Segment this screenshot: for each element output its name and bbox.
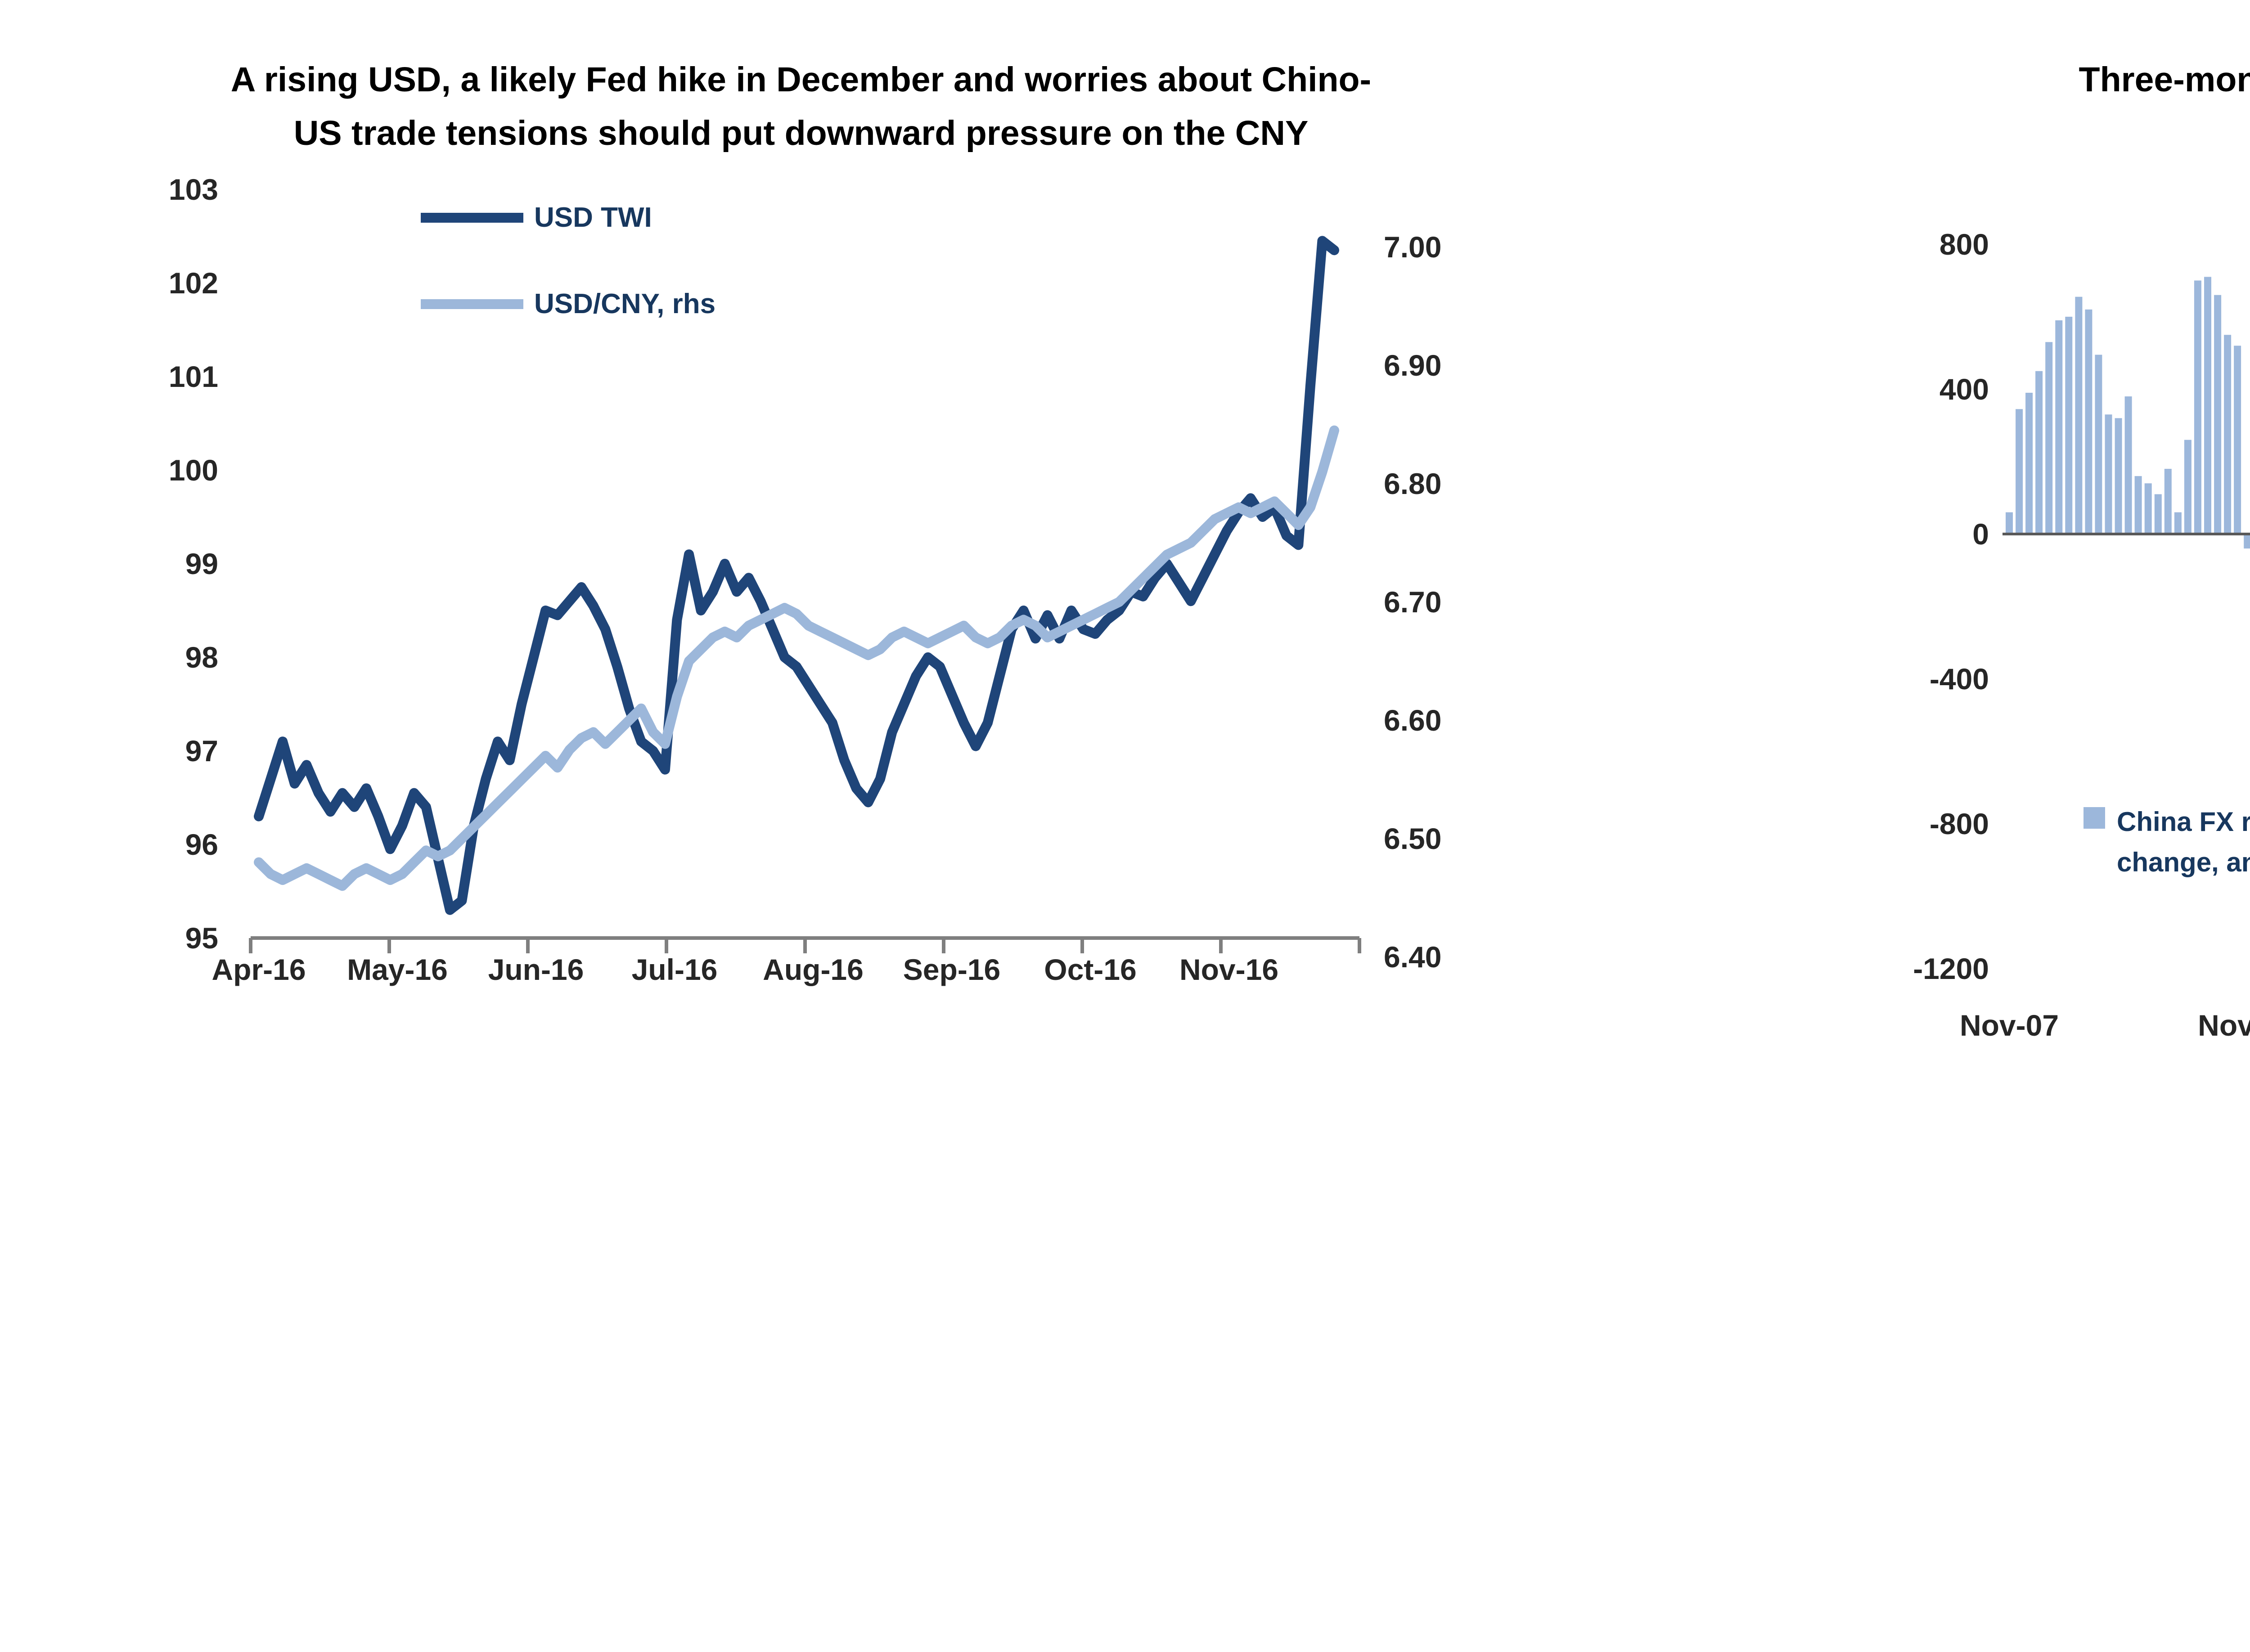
bar: [2095, 355, 2102, 534]
bar: [2124, 396, 2132, 534]
bar: [2025, 393, 2033, 534]
bar: [2115, 418, 2122, 534]
left-y-axis-label: 100: [169, 453, 218, 487]
left-y-axis-label: 101: [169, 360, 218, 393]
left-x-axis-label: Jun-16: [488, 953, 584, 986]
left-x-axis-label: Oct-16: [1044, 953, 1136, 986]
left-x-axis-label: May-16: [347, 953, 448, 986]
left-y-axis-label: 97: [185, 734, 218, 768]
right-chart-y-axis-label: 400: [1940, 373, 1989, 406]
left-x-axis-label: Sep-16: [903, 953, 1000, 986]
left-x-axis-label: Apr-16: [212, 953, 306, 986]
bar: [2016, 409, 2023, 534]
left-chart-title-line2: US trade tensions should put downward pr…: [293, 114, 1309, 153]
bar: [2045, 342, 2053, 534]
usd-twi-legend-label: USD TWI: [534, 202, 652, 233]
right-y-axis-label: 6.60: [1384, 704, 1441, 737]
usd-cny-legend-label: USD/CNY, rhs: [534, 288, 716, 319]
legend-item-fx-reserves: China FX reserves, USD bn, 3m change, an…: [2084, 802, 2250, 883]
right-chart-title-line1: Three-month annualized Chinese FX reserv…: [2079, 60, 2250, 99]
bar: [2194, 280, 2201, 534]
right-y-axis-label: 6.40: [1384, 940, 1441, 974]
line-usd-twi: [254, 236, 1339, 915]
bar: [2154, 494, 2162, 534]
left-x-axis-label: Nov-16: [1179, 953, 1278, 986]
bar: [2144, 483, 2152, 534]
bar: [2214, 295, 2222, 534]
right-chart-x-axis-label: Nov-07: [1960, 1009, 2059, 1042]
bar: [2164, 469, 2172, 534]
left-chart-title: A rising USD, a likely Fed hike in Decem…: [18, 53, 1584, 161]
left-y-axis-label: 103: [169, 173, 218, 206]
usd-cny-line-swatch: [421, 299, 523, 309]
bar: [2224, 335, 2232, 534]
bar: [2184, 440, 2192, 534]
bar: [2244, 534, 2250, 549]
right-y-axis-label: 6.70: [1384, 585, 1441, 619]
bar: [2065, 317, 2073, 534]
left-chart-title-line1: A rising USD, a likely Fed hike in Decem…: [230, 60, 1372, 99]
left-y-axis-label: 102: [169, 266, 218, 300]
left-x-axis-label: Aug-16: [763, 953, 864, 986]
bar: [2105, 414, 2112, 534]
legend-item-usd-cny: USD/CNY, rhs: [421, 288, 716, 320]
legend-item-usd-twi: USD TWI: [421, 202, 652, 233]
right-y-axis-label: 7.00: [1384, 230, 1441, 264]
right-y-axis-label: 6.80: [1384, 467, 1441, 500]
right-chart-title: Three-month annualized Chinese FX reserv…: [1863, 53, 2250, 161]
right-chart-y-axis-label: -800: [1930, 807, 1989, 840]
right-y-axis-label: 6.50: [1384, 822, 1441, 855]
left-y-axis-label: 95: [185, 921, 218, 955]
fx-reserves-bar-swatch: [2084, 807, 2105, 829]
right-chart-y-axis-label: -400: [1930, 662, 1989, 696]
left-y-axis-label: 98: [185, 641, 218, 674]
bar: [2204, 277, 2211, 534]
bar: [2134, 476, 2142, 534]
fx-reserves-legend-label: China FX reserves, USD bn, 3m change, an…: [2117, 807, 2250, 877]
bar: [2085, 309, 2092, 534]
right-chart-y-axis-label: -1200: [1913, 952, 1989, 985]
right-chart-x-axis-label: Nov-09: [2198, 1009, 2250, 1042]
bar: [2234, 346, 2241, 534]
bar: [2075, 296, 2083, 534]
right-chart-y-axis-label: 0: [1972, 517, 1989, 551]
left-x-axis-label: Jul-16: [632, 953, 718, 986]
usd-twi-line-swatch: [421, 212, 523, 223]
bar: [2006, 512, 2013, 534]
right-chart-y-axis-label: 800: [1940, 228, 1989, 261]
bar: [2055, 320, 2063, 534]
bar: [2174, 512, 2182, 534]
right-y-axis-label: 6.90: [1384, 349, 1441, 382]
bar: [2035, 371, 2043, 534]
left-y-axis-label: 99: [185, 547, 218, 580]
left-y-axis-label: 96: [185, 828, 218, 861]
line-usd-cny-rhs: [254, 425, 1339, 891]
